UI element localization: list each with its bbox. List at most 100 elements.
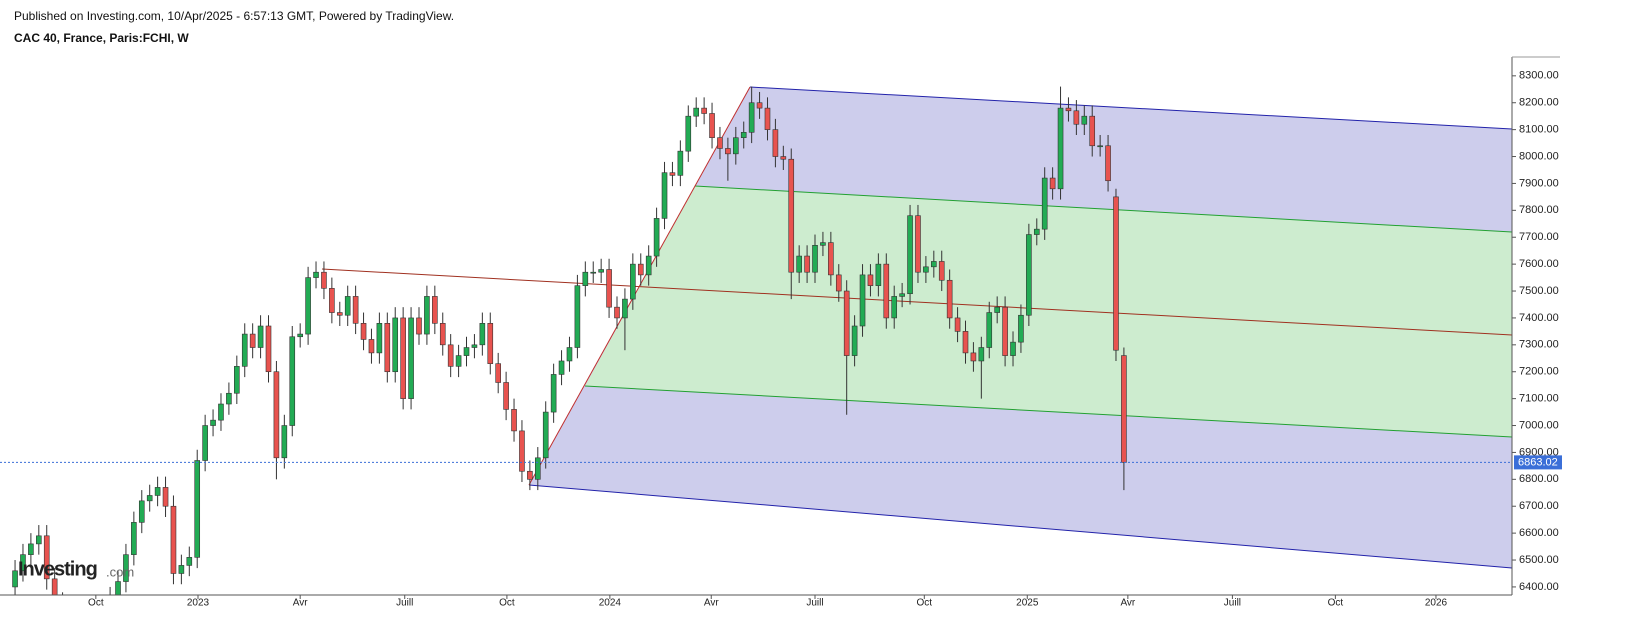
y-tick-label: 7100.00 xyxy=(1519,393,1559,405)
candle-body xyxy=(384,323,391,373)
candle-body xyxy=(392,317,399,373)
candle-body xyxy=(645,255,652,276)
x-tick-label: Juill xyxy=(396,598,413,609)
candle-body xyxy=(43,535,50,580)
y-tick-label: 8000.00 xyxy=(1519,150,1559,162)
candle-body xyxy=(558,360,565,375)
candle-body xyxy=(622,298,628,319)
candle-body xyxy=(931,261,937,268)
candle-body xyxy=(265,325,272,373)
candle-body xyxy=(962,331,969,354)
candle-body xyxy=(1041,177,1048,230)
candle-body xyxy=(368,339,375,354)
candle-body xyxy=(1081,115,1088,125)
y-tick-label: 6400.00 xyxy=(1519,581,1559,593)
candle-body xyxy=(226,392,232,405)
candle-body xyxy=(1010,341,1016,356)
candle-body xyxy=(669,172,676,176)
subtitle: Published on Investing.com, 10/Apr/2025 … xyxy=(14,9,455,23)
chart-title: CAC 40, France, Paris:FCHI, W xyxy=(14,31,189,45)
candle-body xyxy=(68,614,73,627)
y-tick-label: 7400.00 xyxy=(1519,312,1559,324)
candle-body xyxy=(1065,107,1072,112)
candle-body xyxy=(637,263,644,276)
candle-body xyxy=(479,323,486,346)
candle-body xyxy=(154,487,161,496)
candle-body xyxy=(820,242,826,246)
candle-body xyxy=(455,355,462,367)
pitchfork-median xyxy=(321,268,1513,336)
x-tick-label: 2024 xyxy=(599,598,622,609)
candle-body xyxy=(329,288,335,313)
candle-body xyxy=(812,245,818,273)
x-tick-label: Avr xyxy=(1120,598,1135,609)
last-price-box xyxy=(1514,455,1562,470)
candle-body xyxy=(424,296,430,335)
candle-body xyxy=(463,347,470,356)
watermark-suffix: .com xyxy=(106,564,134,579)
candle-body xyxy=(471,344,478,348)
candle-body xyxy=(835,274,842,292)
x-tick-label: 2023 xyxy=(187,598,210,609)
candle-body xyxy=(408,317,414,399)
candle-body xyxy=(1073,110,1080,125)
candle-body xyxy=(946,279,953,319)
candle-body xyxy=(257,325,264,348)
candle-body xyxy=(851,325,858,356)
candle-body xyxy=(352,296,359,324)
candle-body xyxy=(1121,355,1127,463)
candle-body xyxy=(1018,314,1024,343)
y-tick-label: 8300.00 xyxy=(1519,70,1559,82)
candle-body xyxy=(717,137,723,149)
pitchfork-upper xyxy=(749,86,1513,130)
candle-body xyxy=(495,363,501,383)
x-tick-label: Oct xyxy=(917,598,933,609)
candle-body xyxy=(360,323,367,340)
candle-body xyxy=(108,598,113,614)
candle-body xyxy=(313,271,319,278)
candle-body xyxy=(891,296,898,319)
candle-body xyxy=(249,333,256,348)
candle-body xyxy=(1049,177,1056,190)
candle-body xyxy=(550,374,557,413)
candle-body xyxy=(12,570,18,588)
candle-body xyxy=(76,627,81,640)
candle-body xyxy=(186,557,193,566)
candle-body xyxy=(970,352,977,362)
candle-body xyxy=(614,306,620,319)
candle-body xyxy=(439,323,446,346)
candle-body xyxy=(661,172,668,219)
candle-body xyxy=(677,150,684,176)
candle-body xyxy=(701,107,707,114)
y-tick-label: 6500.00 xyxy=(1519,554,1559,566)
candle-body xyxy=(804,255,810,273)
candle-body xyxy=(273,371,280,459)
candle-body xyxy=(1113,196,1119,351)
candle-body xyxy=(131,522,137,555)
candle-body xyxy=(907,215,913,295)
x-tick-label: 2026 xyxy=(1425,598,1448,609)
candle-body xyxy=(566,347,573,362)
candle-body xyxy=(606,269,612,308)
candle-body xyxy=(859,274,866,327)
candle-body xyxy=(234,366,240,394)
candle-body xyxy=(1105,145,1111,182)
candle-body xyxy=(60,603,65,614)
x-tick-label: Oct xyxy=(499,598,515,609)
candle-body xyxy=(685,115,692,152)
candle-body xyxy=(748,102,755,133)
x-tick-label: Oct xyxy=(1328,598,1344,609)
y-tick-label: 6700.00 xyxy=(1519,500,1559,512)
x-tick-label: Avr xyxy=(704,598,719,609)
candle-body xyxy=(709,113,715,138)
y-tick-label: 8100.00 xyxy=(1519,124,1559,136)
candle-body xyxy=(400,317,406,399)
candle-body xyxy=(305,277,311,335)
candle-body xyxy=(146,495,153,502)
candle-body xyxy=(740,132,747,139)
last-price-label: 6863.02 xyxy=(1518,456,1558,468)
candle-body xyxy=(725,148,731,155)
candles xyxy=(12,86,1127,640)
x-tick-label: Oct xyxy=(88,598,104,609)
